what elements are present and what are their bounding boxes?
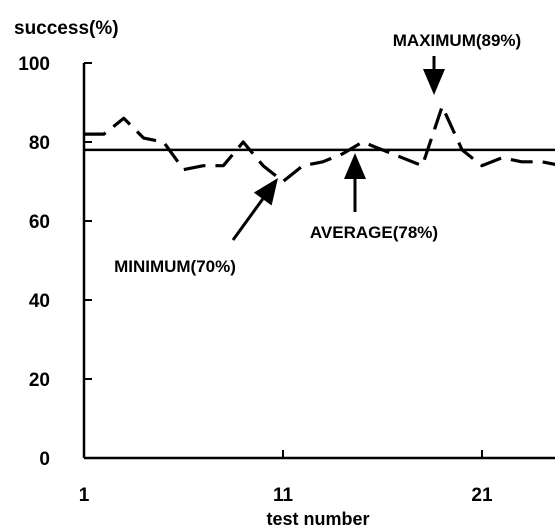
y-tick-labels: 0 20 40 60 80 100 (18, 54, 50, 470)
x-tick-label: 21 (471, 485, 493, 506)
y-tick-label: 80 (29, 133, 50, 154)
annotation-arrows (231, 56, 445, 241)
x-tick-label: 11 (273, 485, 294, 506)
annotation-labels: MAXIMUM(89%) AVERAGE(78%) MINIMUM(70%) (114, 31, 521, 276)
x-tick-label: 1 (79, 485, 90, 506)
annotation-label: MAXIMUM(89%) (393, 31, 521, 50)
annotation-label: AVERAGE(78%) (310, 223, 438, 242)
annotation-arrow-head (423, 69, 445, 95)
y-tick-label: 60 (29, 212, 50, 233)
y-tick-label: 20 (29, 370, 50, 391)
annotation-arrow-head (253, 178, 278, 206)
axes (82, 62, 555, 460)
annotation-label: MINIMUM(70%) (114, 257, 236, 276)
y-tick-label: 40 (29, 291, 50, 312)
y-tick-label: 0 (39, 449, 50, 470)
x-tick-labels: 1 11 21 (79, 485, 493, 506)
series-line (84, 104, 555, 184)
annotation-arrow-shaft (231, 198, 264, 241)
y-axis-label: success(%) (14, 18, 119, 39)
y-tick-label: 100 (18, 54, 50, 75)
x-axis-label: test number (266, 509, 369, 529)
annotation-arrow-head (344, 153, 366, 179)
